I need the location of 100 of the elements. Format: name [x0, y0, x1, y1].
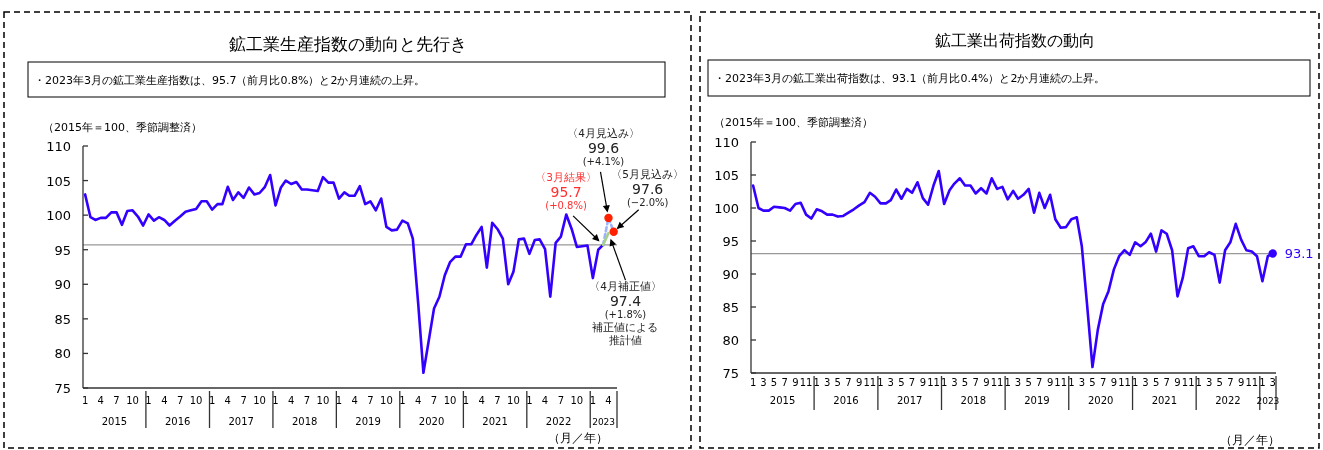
y-tick-label: 100	[714, 201, 739, 216]
x-tick-label: 7	[176, 395, 184, 406]
y-tick-label: 100	[46, 208, 71, 224]
x-tick-label: 5	[834, 377, 841, 388]
x-tick-label: 4	[478, 395, 485, 406]
annotation: 〈4月見込み〉 99.6 (+4.1%)	[567, 126, 640, 167]
x-tick-label: 4	[161, 395, 168, 406]
x-tick-label: 7	[908, 377, 916, 388]
y-axis-title: （2015年＝100、季節調整済）	[43, 121, 202, 134]
x-tick-label: 11	[863, 377, 877, 388]
x-tick-label: 1	[81, 395, 89, 406]
x-tick-label: 9	[1174, 377, 1181, 388]
x-tick-label: 9	[919, 377, 927, 388]
x-tick-label: 4	[224, 395, 231, 406]
x-tick-label: 4	[605, 395, 612, 406]
annotation: 〈5月見込み〉 97.6 (−2.0%)	[611, 167, 685, 208]
y-tick-label: 95	[54, 242, 71, 258]
x-tick-label: 11	[990, 377, 1004, 388]
x-tick-label: 9	[1046, 377, 1054, 388]
x-tick-label: 10	[570, 395, 584, 406]
x-tick-label: 1	[1195, 377, 1202, 388]
y-tick-label: 90	[722, 267, 739, 282]
text: 2019	[355, 416, 381, 427]
x-tick-label: 3	[1078, 377, 1086, 388]
y-tick-label: 105	[46, 173, 71, 189]
x-tick-label: 3	[760, 377, 767, 388]
text: 2022	[1215, 395, 1241, 406]
x-axis-title: （月／年）	[548, 431, 608, 445]
x-axis-title: （月／年）	[1220, 433, 1280, 447]
x-tick-label: 1	[813, 377, 820, 388]
y-tick-label: 75	[722, 366, 739, 381]
x-tick-label: 1	[589, 395, 597, 406]
x-tick-label: 7	[1227, 377, 1234, 388]
annotation: 〈3月結果〉 95.7 (+0.8%)	[535, 170, 597, 211]
chart-subtitle: ・2023年3月の鉱工業生産指数は、95.7（前月比0.8%）と2か月連続の上昇。	[34, 73, 426, 87]
x-tick-label: 10	[507, 395, 520, 406]
x-tick-label: 10	[189, 395, 203, 406]
x-tick-label: 10	[126, 395, 139, 406]
x-tick-label: 5	[1025, 377, 1032, 388]
x-tick-label: 11	[1181, 377, 1195, 388]
x-tick-label: 7	[113, 395, 120, 406]
chart-title: 鉱工業生産指数の動向と先行き	[229, 34, 467, 54]
x-tick-label: 1	[208, 395, 216, 406]
text: 2018	[291, 416, 318, 427]
x-tick-label: 4	[415, 395, 422, 406]
x-tick-label: 10	[380, 395, 393, 406]
y-tick-label: 95	[722, 234, 739, 249]
y-tick-label: 80	[722, 333, 739, 348]
text: 2023	[592, 417, 616, 427]
x-tick-label: 1	[399, 395, 406, 406]
text: 2019	[1024, 395, 1050, 406]
x-tick-label: 7	[1163, 377, 1170, 388]
x-tick-label: 7	[1099, 377, 1107, 388]
x-tick-label: 1	[877, 377, 884, 388]
text: 2018	[960, 395, 987, 406]
x-tick-label: 7	[430, 395, 438, 406]
y-tick-label: 75	[54, 381, 71, 396]
x-tick-label: 7	[557, 395, 565, 406]
x-tick-label: 1	[1131, 377, 1139, 388]
text: 2017	[896, 395, 923, 406]
annotation: 93.1	[1284, 245, 1314, 261]
y-tick-label: 110	[46, 139, 71, 154]
x-tick-label: 3	[1205, 377, 1213, 388]
x-tick-label: 9	[1110, 377, 1118, 388]
y-axis-title: （2015年＝100、季節調整済）	[714, 116, 873, 129]
text: 2022	[545, 416, 572, 427]
x-tick-label: 7	[845, 377, 852, 388]
text: 2020	[418, 416, 445, 427]
x-tick-label: 9	[983, 377, 990, 388]
x-tick-label: 11	[1118, 377, 1131, 388]
x-tick-label: 11	[927, 377, 940, 388]
x-tick-label: 7	[1036, 377, 1043, 388]
y-tick-label: 85	[54, 311, 71, 327]
x-tick-label: 11	[799, 377, 813, 388]
x-tick-label: 7	[781, 377, 788, 388]
text: 2020	[1087, 395, 1114, 406]
x-tick-label: 5	[1216, 377, 1223, 388]
x-tick-label: 1	[1259, 377, 1266, 388]
x-tick-label: 7	[303, 395, 311, 406]
x-tick-label: 1	[272, 395, 279, 406]
x-tick-label: 7	[367, 395, 374, 406]
annotation: 〈4月補正値〉 97.4 (+1.8%) 補正値による推計値	[589, 280, 662, 348]
y-tick-label: 90	[54, 277, 71, 293]
x-tick-label: 7	[972, 377, 979, 388]
y-tick-label: 80	[54, 346, 71, 362]
chart-title: 鉱工業出荷指数の動向	[935, 31, 1095, 50]
text: 2017	[228, 416, 254, 427]
x-tick-label: 1	[145, 395, 152, 406]
x-tick-label: 5	[1152, 377, 1160, 388]
x-tick-label: 9	[1237, 377, 1245, 388]
x-tick-label: 10	[253, 395, 266, 406]
text: 2021	[1151, 395, 1178, 406]
x-tick-label: 4	[287, 395, 295, 406]
x-tick-label: 4	[351, 395, 358, 406]
text: 2015	[769, 395, 796, 406]
x-tick-label: 11	[1245, 377, 1259, 388]
y-tick-label: 105	[714, 168, 739, 183]
x-tick-label: 1	[749, 377, 757, 388]
x-tick-label: 5	[898, 377, 905, 388]
text: 2016	[164, 416, 191, 427]
